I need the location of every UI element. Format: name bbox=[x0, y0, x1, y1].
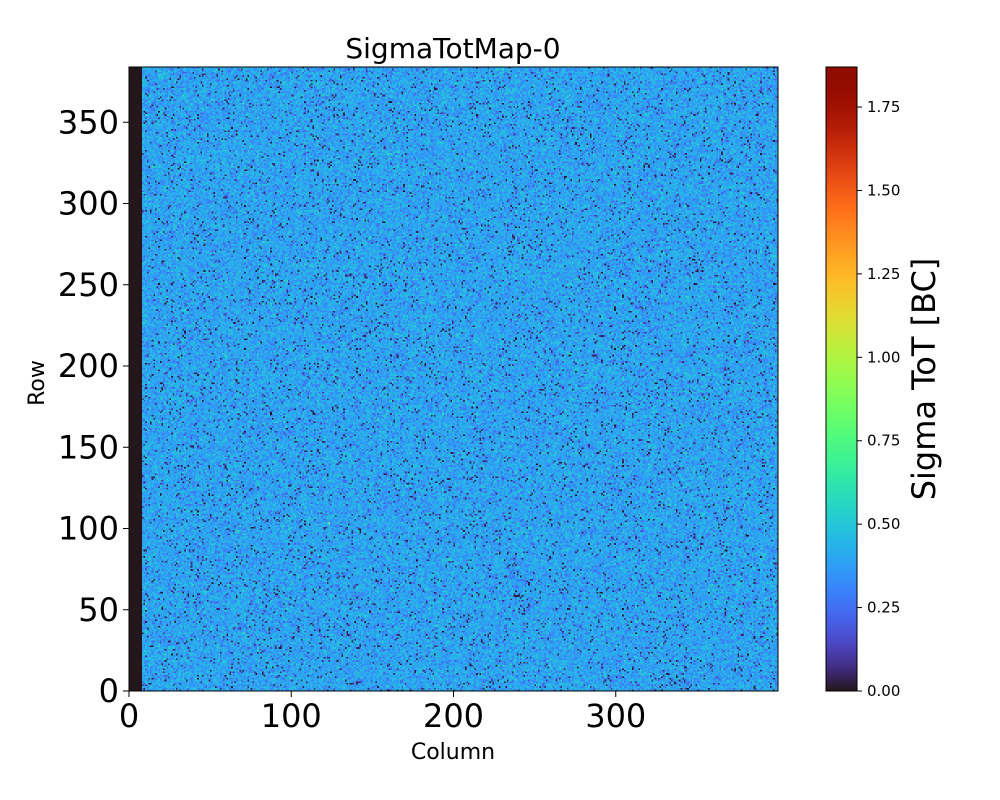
colorbar-tick-label: 1.25 bbox=[867, 265, 900, 283]
y-tick-label: 350 bbox=[58, 103, 119, 141]
x-tick-label: 0 bbox=[119, 697, 139, 735]
y-axis-ticks: 0 50 100 150 200 250 300 350 bbox=[58, 103, 129, 710]
colorbar-tick-label: 0.75 bbox=[867, 432, 900, 450]
colorbar-tick-label: 0.00 bbox=[867, 682, 900, 700]
colorbar-tick-label: 1.75 bbox=[867, 98, 900, 116]
y-tick-label: 150 bbox=[58, 428, 119, 466]
x-axis-ticks: 0 100 200 300 bbox=[119, 691, 646, 735]
x-axis-label: Column bbox=[411, 740, 495, 765]
colorbar-frame bbox=[825, 66, 858, 692]
colorbar-label: Sigma ToT [BC] bbox=[905, 258, 943, 501]
colorbar-tick-label: 1.50 bbox=[867, 181, 900, 199]
colorbar-tick-label: 0.50 bbox=[867, 515, 900, 533]
y-tick-label: 50 bbox=[78, 591, 119, 629]
y-tick-label: 100 bbox=[58, 510, 119, 548]
chart-title: SigmaTotMap-0 bbox=[345, 32, 560, 65]
plot-frame bbox=[128, 66, 779, 692]
y-tick-label: 0 bbox=[99, 672, 119, 710]
y-tick-label: 300 bbox=[58, 185, 119, 223]
colorbar-ticks: 0.00 0.25 0.50 0.75 1.00 1.25 1.50 1.75 bbox=[857, 98, 900, 700]
y-tick-label: 250 bbox=[58, 266, 119, 304]
colorbar-tick-label: 0.25 bbox=[867, 599, 900, 617]
colorbar-tick-label: 1.00 bbox=[867, 348, 900, 366]
x-tick-label: 300 bbox=[585, 697, 646, 735]
colorbar-gradient bbox=[826, 67, 857, 691]
y-tick-label: 200 bbox=[58, 347, 119, 385]
x-tick-label: 200 bbox=[423, 697, 484, 735]
heatmap-image bbox=[129, 67, 778, 691]
x-tick-label: 100 bbox=[261, 697, 322, 735]
y-axis-label: Row bbox=[25, 360, 50, 406]
